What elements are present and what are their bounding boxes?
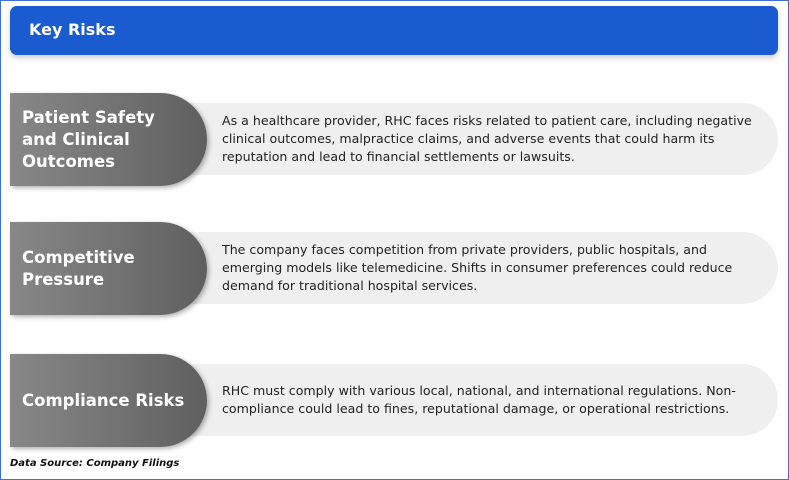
- risk-title: Patient Safety and Clinical Outcomes: [22, 107, 155, 171]
- risk-row: The company faces competition from priva…: [10, 222, 778, 315]
- risk-row: As a healthcare provider, RHC faces risk…: [10, 93, 778, 186]
- data-source-note: Data Source: Company Filings: [10, 458, 180, 469]
- risk-title-box: Competitive Pressure: [10, 222, 207, 315]
- risk-title: Compliance Risks: [22, 390, 185, 410]
- risk-description-box: As a healthcare provider, RHC faces risk…: [188, 103, 778, 175]
- risk-description-box: RHC must comply with various local, nati…: [188, 364, 778, 436]
- risk-title-box: Compliance Risks: [10, 354, 207, 447]
- risk-description-box: The company faces competition from priva…: [188, 232, 778, 304]
- risk-row: RHC must comply with various local, nati…: [10, 354, 778, 447]
- risk-title: Competitive Pressure: [22, 247, 135, 289]
- risk-description: The company faces competition from priva…: [222, 242, 733, 293]
- risk-title-box: Patient Safety and Clinical Outcomes: [10, 93, 207, 186]
- page-title: Key Risks: [29, 20, 116, 39]
- risk-description: As a healthcare provider, RHC faces risk…: [222, 113, 752, 164]
- header-banner: Key Risks: [10, 6, 778, 55]
- risk-description: RHC must comply with various local, nati…: [222, 383, 736, 416]
